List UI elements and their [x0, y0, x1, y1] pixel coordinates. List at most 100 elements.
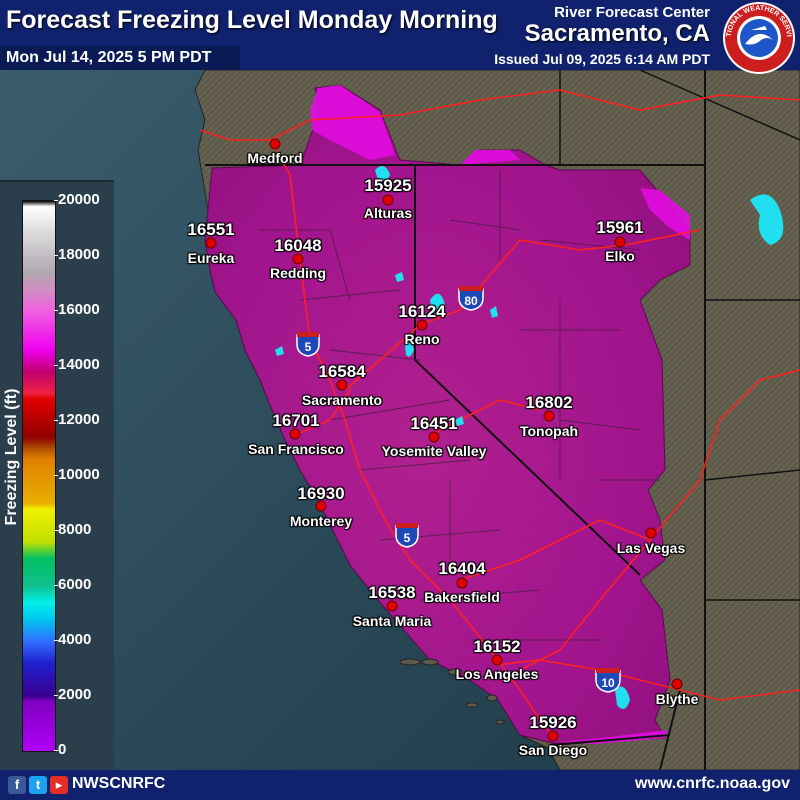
city-dot-eureka [205, 237, 217, 249]
legend-tick-label: 20000 [58, 191, 100, 208]
legend-tick-label: 4000 [58, 631, 92, 648]
i10-shield: 10 [595, 668, 621, 693]
i5-south-shield: 5 [395, 523, 419, 548]
city-label-los-angeles: Los Angeles [455, 666, 539, 682]
freezing-level-value-alturas: 15925 [364, 176, 412, 195]
city-label-yosemite-valley: Yosemite Valley [381, 443, 487, 459]
state-borders [205, 70, 706, 771]
city-label-tonopah: Tonopah [519, 423, 579, 439]
city-dot-san-francisco [289, 428, 301, 440]
legend-tick-label: 2000 [58, 686, 92, 703]
social-handle[interactable]: NWSCNRFC [72, 775, 166, 792]
city-dot-los-angeles [491, 654, 503, 666]
interstate-highways [199, 89, 800, 741]
i80-shield: 80 [458, 286, 484, 311]
legend-tickmark [54, 200, 58, 201]
legend-tickmark [54, 695, 58, 696]
twitter-icon[interactable]: t [29, 776, 47, 794]
city-dot-monterey [315, 500, 327, 512]
high-freezing-zone-east [640, 188, 690, 240]
freezing-level-value-sacramento: 16584 [318, 362, 366, 381]
freezing-level-value-san-francisco: 16701 [272, 411, 320, 430]
map-title: Forecast Freezing Level Monday Morning [6, 6, 498, 34]
city-label-monterey: Monterey [289, 513, 353, 529]
legend-tick-label: 16000 [58, 301, 100, 318]
legend-tickmark [54, 420, 58, 421]
city-dot-elko [614, 236, 626, 248]
freezing-level-value-monterey: 16930 [297, 484, 345, 503]
legend-tickmark [54, 475, 58, 476]
channel-islands [399, 658, 505, 725]
freezing-level-value-reno: 16124 [398, 302, 446, 321]
legend-tickmark [54, 530, 58, 531]
legend-tick-label: 12000 [58, 411, 100, 428]
city-label-eureka: Eureka [187, 250, 235, 266]
city-label-sacramento: Sacramento [301, 392, 383, 408]
city-dot-reno [416, 319, 428, 331]
ne-border-lines [559, 69, 800, 601]
legend-tickmark [54, 365, 58, 366]
interstate-shields: 5 80 5 10 [296, 286, 621, 693]
freezing-level-value-elko: 15961 [596, 218, 644, 237]
city-label-elko: Elko [605, 248, 635, 264]
legend-tick-label: 10000 [58, 466, 100, 483]
legend-tick-label: 18000 [58, 246, 100, 263]
city-label-santa-maria: Santa Maria [352, 613, 432, 629]
city-label-medford: Medford [247, 150, 303, 166]
lakes [275, 166, 784, 709]
i5-south-number: 5 [404, 531, 411, 545]
county-lines [260, 170, 660, 641]
city-dot-redding [292, 253, 304, 265]
freezing-level-value-tonopah: 16802 [525, 393, 573, 412]
city-dot-yosemite-valley [428, 431, 440, 443]
high-freezing-zone-north [310, 85, 395, 160]
legend-tickmark [54, 255, 58, 256]
center-label: River Forecast Center [554, 4, 710, 21]
high-freezing-zone-nw [460, 150, 520, 165]
legend-axis-label: Freezing Level (ft) [3, 388, 20, 526]
freezing-level-colorbar [22, 200, 56, 752]
freezing-level-value-bakersfield: 16404 [438, 559, 486, 578]
high-freezing-zone-south [560, 730, 668, 744]
legend-tickmark [54, 585, 58, 586]
city-label-alturas: Alturas [363, 205, 413, 221]
issued-time: Issued Jul 09, 2025 6:14 AM PDT [494, 51, 710, 67]
city-dot-tonopah [543, 410, 555, 422]
legend-tick-label: 14000 [58, 356, 100, 373]
freezing-level-value-yosemite-valley: 16451 [410, 414, 458, 433]
city-label-las-vegas: Las Vegas [616, 540, 686, 556]
i10-number: 10 [601, 676, 615, 690]
legend-tickmark [54, 640, 58, 641]
legend-tick-label: 8000 [58, 521, 92, 538]
i5-north-number: 5 [305, 340, 312, 354]
nws-logo: NATIONAL WEATHER SERVICE [721, 0, 795, 74]
legend-tickmark [54, 310, 58, 311]
city-dot-medford [269, 138, 281, 150]
city-dot-bakersfield [456, 577, 468, 589]
city-label-san-diego: San Diego [518, 742, 588, 758]
city-dot-las-vegas [645, 527, 657, 539]
youtube-icon[interactable]: ▸ [50, 776, 68, 794]
facebook-icon[interactable]: f [8, 776, 26, 794]
city-dot-blythe [671, 678, 683, 690]
city-label-reno: Reno [404, 331, 440, 347]
city-dot-san-diego [547, 730, 559, 742]
freezing-level-value-los-angeles: 16152 [473, 637, 521, 656]
city-dot-sacramento [336, 379, 348, 391]
footer-bar [0, 770, 800, 800]
city-dot-alturas [382, 194, 394, 206]
freezing-level-value-san-diego: 15926 [529, 713, 577, 732]
city-label-bakersfield: Bakersfield [424, 589, 500, 605]
office-name: Sacramento, CA [524, 20, 710, 47]
legend-panel [0, 180, 114, 772]
city-dot-santa-maria [386, 600, 398, 612]
legend-tick-label: 6000 [58, 576, 92, 593]
city-label-redding: Redding [270, 265, 326, 281]
freezing-level-value-santa-maria: 16538 [368, 583, 416, 602]
website-link[interactable]: www.cnrfc.noaa.gov [635, 775, 790, 792]
i80-number: 80 [464, 294, 478, 308]
valid-time-bar [0, 46, 240, 70]
i5-north-shield: 5 [296, 332, 320, 357]
